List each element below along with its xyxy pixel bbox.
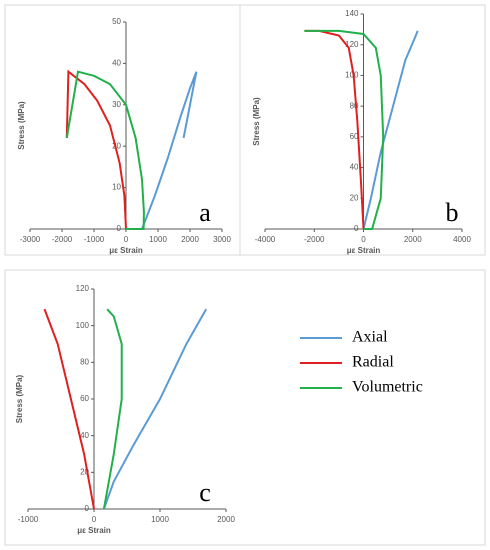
- y-axis-title: Stress (MPa): [252, 97, 261, 146]
- x-tick-label: -3000: [20, 235, 41, 244]
- data-line: [102, 308, 123, 510]
- y-tick-label: 140: [345, 9, 359, 18]
- x-tick-label: 0: [92, 515, 97, 524]
- y-tick-label: 60: [350, 132, 359, 141]
- data-line: [362, 30, 419, 230]
- y-tick-label: 20: [350, 193, 359, 202]
- y-tick-label: 40: [350, 163, 359, 172]
- x-tick-label: -2000: [52, 235, 73, 244]
- y-tick-label: 100: [76, 321, 90, 330]
- x-tick-label: -1000: [84, 235, 105, 244]
- x-axis-title: με Strain: [109, 246, 143, 255]
- data-line: [304, 29, 385, 230]
- data-line: [65, 70, 145, 230]
- y-axis-title: Stress (MPa): [15, 374, 24, 423]
- panel-frame: [4, 269, 486, 546]
- x-tick-label: -1000: [18, 515, 39, 524]
- y-tick-label: 0: [117, 224, 122, 233]
- x-tick-label: 1000: [149, 235, 167, 244]
- x-tick-label: 3000: [213, 235, 231, 244]
- y-tick-label: 80: [350, 101, 359, 110]
- x-tick-label: 0: [361, 235, 366, 244]
- y-tick-label: 20: [80, 467, 89, 476]
- data-line: [102, 308, 208, 510]
- x-tick-label: 2000: [404, 235, 422, 244]
- x-tick-label: -2000: [304, 235, 325, 244]
- x-axis-title: με Strain: [77, 526, 111, 535]
- y-tick-label: 30: [112, 100, 121, 109]
- y-tick-label: 0: [354, 224, 359, 233]
- y-tick-label: 50: [112, 17, 121, 26]
- data-line: [43, 308, 95, 510]
- data-line: [65, 69, 127, 230]
- y-tick-label: 100: [345, 71, 359, 80]
- panel-label: c: [199, 478, 211, 507]
- x-tick-label: 2000: [181, 235, 199, 244]
- x-tick-label: 1000: [151, 515, 169, 524]
- x-tick-label: 0: [124, 235, 129, 244]
- y-tick-label: 120: [345, 40, 359, 49]
- y-axis-title: Stress (MPa): [17, 101, 26, 150]
- panel-label: a: [199, 198, 211, 227]
- legend-label: Axial: [352, 329, 388, 346]
- x-tick-label: -4000: [255, 235, 276, 244]
- legend-label: Radial: [352, 354, 394, 371]
- y-tick-label: 60: [80, 394, 89, 403]
- panel-label: b: [446, 198, 459, 227]
- y-tick-label: 80: [80, 357, 89, 366]
- data-line: [141, 71, 198, 230]
- panel-frame: [239, 4, 486, 256]
- y-tick-label: 40: [112, 59, 121, 68]
- x-tick-label: 4000: [453, 235, 471, 244]
- legend-label: Volumetric: [352, 379, 423, 396]
- y-tick-label: 10: [112, 183, 121, 192]
- y-tick-label: 0: [85, 504, 90, 513]
- y-tick-label: 20: [112, 141, 121, 150]
- y-tick-label: 40: [80, 431, 89, 440]
- x-axis-title: με Strain: [347, 246, 381, 255]
- y-tick-label: 120: [76, 284, 90, 293]
- x-tick-label: 2000: [217, 515, 235, 524]
